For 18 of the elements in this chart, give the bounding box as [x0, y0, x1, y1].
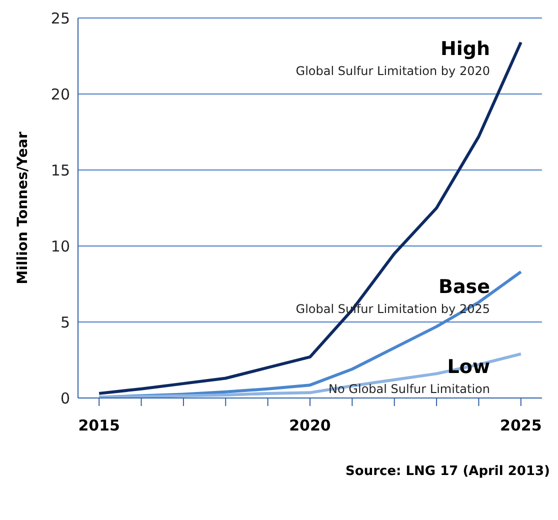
x-tick-label: 2025 — [500, 416, 542, 435]
series-label: High — [439, 38, 490, 60]
source-note: Source: LNG 17 (April 2013) — [346, 464, 550, 479]
x-tick-label: 2015 — [78, 416, 120, 435]
line-series — [98, 40, 522, 395]
annotation: No Global Sulfur Limitation — [328, 382, 490, 396]
series-label: Low — [446, 356, 490, 378]
y-tick-label: 0 — [60, 389, 70, 408]
y-tick-label: 10 — [50, 237, 70, 256]
y-axis-title: Million Tonnes/Year — [14, 132, 31, 284]
y-tick-label: 20 — [50, 85, 70, 104]
y-tick-label: 15 — [50, 161, 70, 180]
y-tick-label: 5 — [60, 313, 70, 332]
series-label: Base — [438, 276, 490, 298]
annotation: Global Sulfur Limitation by 2020 — [296, 64, 490, 78]
x-tick-label: 2020 — [289, 416, 331, 435]
y-tick-label: 25 — [50, 9, 70, 28]
line-series — [98, 352, 522, 398]
